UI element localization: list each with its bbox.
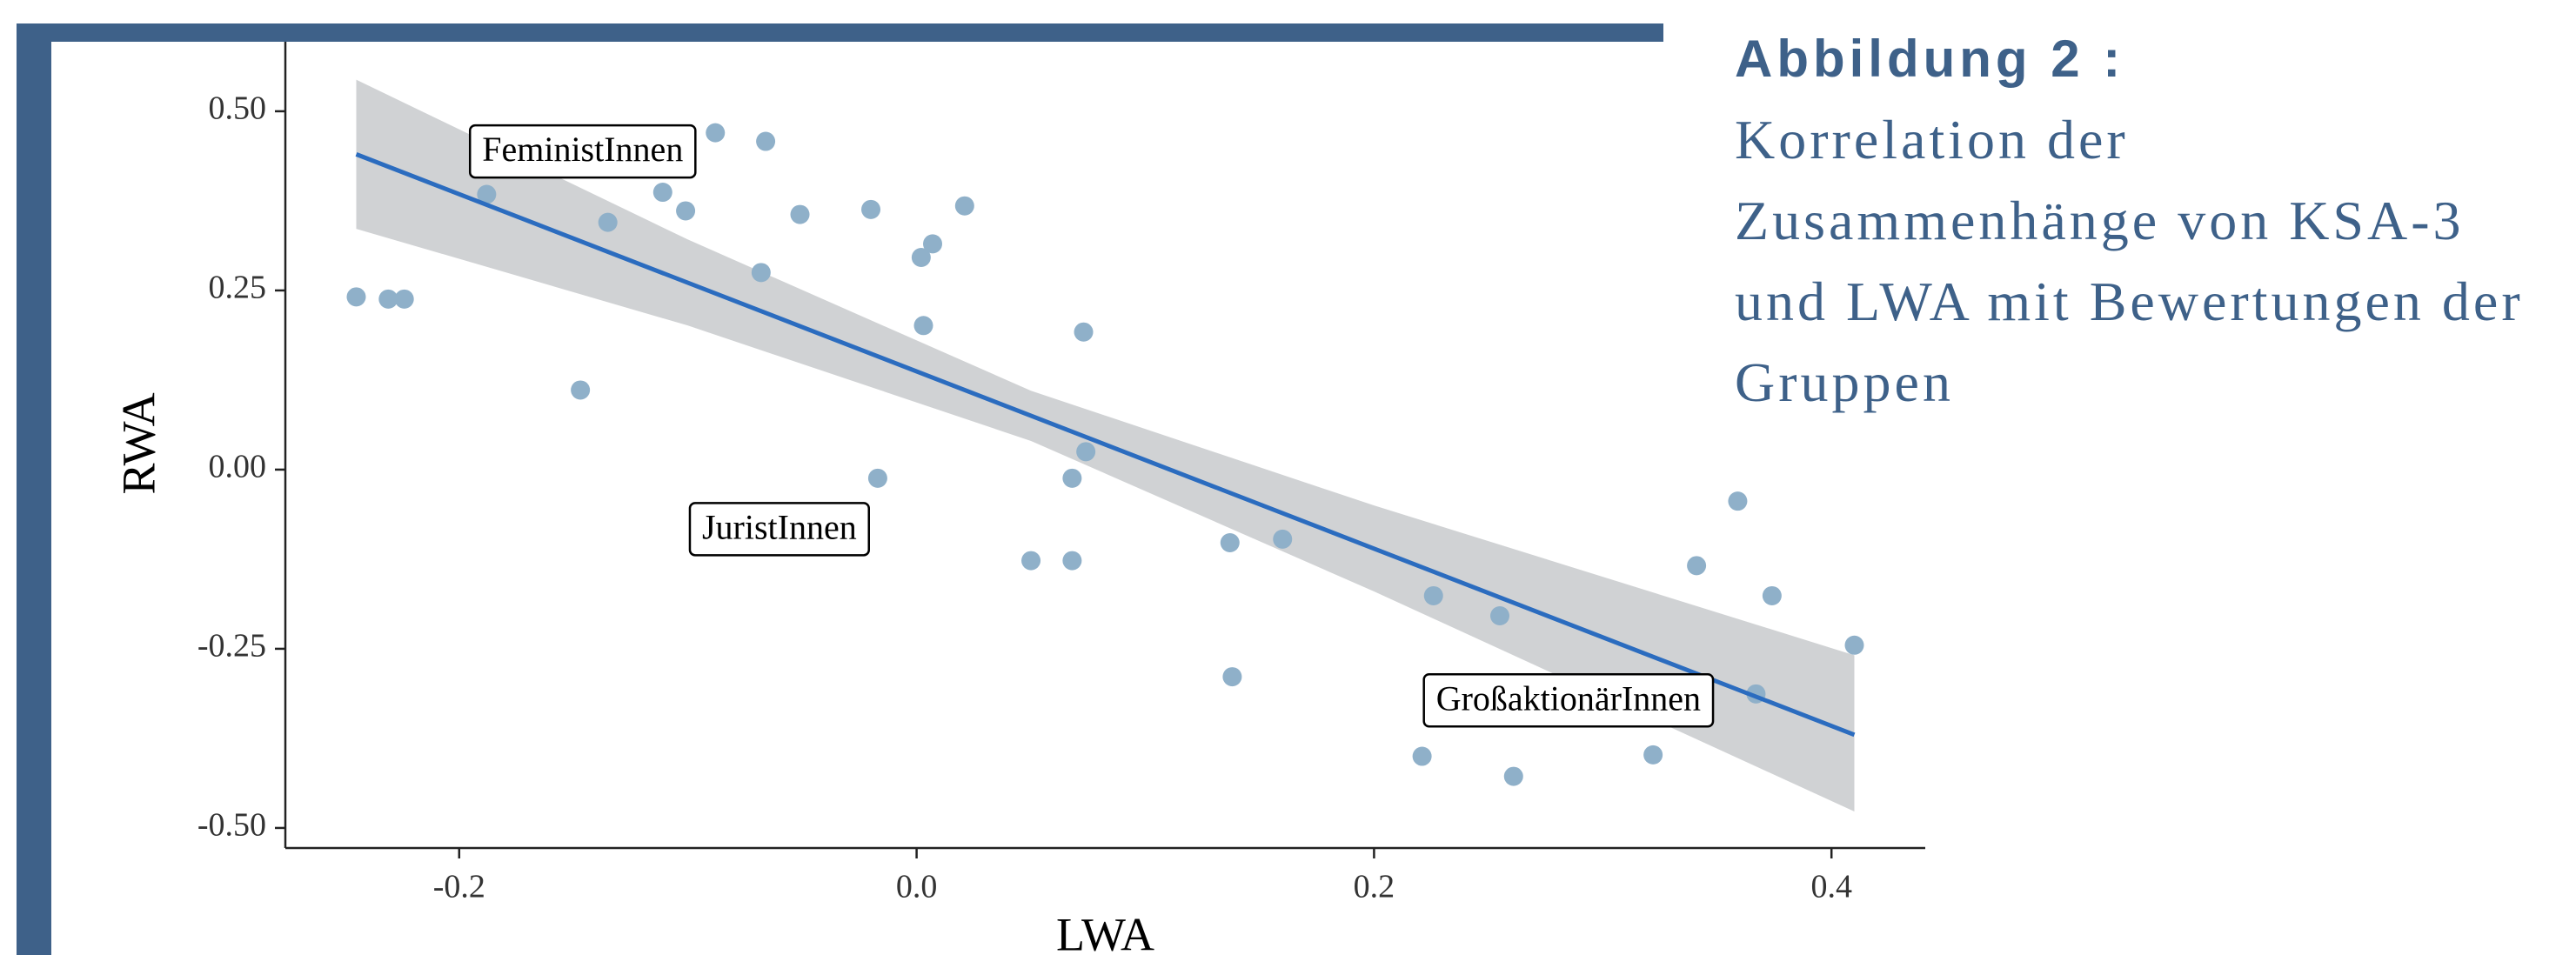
point	[751, 263, 771, 283]
point	[1220, 532, 1240, 552]
point	[954, 196, 974, 216]
x-tick-label: 0.4	[1810, 869, 1852, 905]
y-tick-label: 0.50	[209, 90, 267, 127]
point	[756, 131, 776, 151]
point	[706, 123, 726, 143]
point	[1062, 468, 1082, 488]
point	[911, 248, 931, 268]
point	[1762, 585, 1782, 605]
y-axis-label: RWA	[112, 392, 164, 494]
side-bar	[17, 23, 51, 955]
point	[1503, 766, 1523, 786]
point	[676, 201, 696, 221]
point	[861, 199, 881, 219]
annotation: JuristInnen	[702, 507, 857, 546]
point	[477, 184, 497, 204]
point	[1076, 442, 1096, 462]
y-tick-label: 0.00	[209, 449, 267, 485]
point	[652, 183, 672, 203]
point	[1490, 606, 1510, 626]
point	[1021, 551, 1041, 571]
caption-text: Korrelation der Zusammenhänge von KSA-3 …	[1735, 109, 2524, 413]
point	[1222, 667, 1242, 687]
point	[867, 468, 887, 488]
point	[1728, 491, 1748, 511]
point	[598, 212, 618, 232]
point	[913, 316, 933, 336]
point	[346, 287, 366, 307]
x-tick-label: 0.0	[896, 869, 938, 905]
point	[1643, 745, 1663, 765]
point	[1844, 635, 1864, 655]
point	[1273, 529, 1293, 549]
y-tick-label: -0.25	[197, 628, 266, 664]
point	[1062, 551, 1082, 571]
point	[923, 234, 943, 254]
x-tick-label: -0.2	[433, 869, 485, 905]
x-tick-label: 0.2	[1354, 869, 1395, 905]
caption: Abbildung 2 : Korrelation der Zusammenhä…	[1735, 19, 2561, 423]
fit-line	[355, 152, 1856, 738]
point	[378, 289, 398, 309]
annotation: GroßaktionärInnen	[1436, 678, 1701, 718]
point	[1687, 556, 1707, 576]
point	[790, 204, 810, 224]
point	[1412, 746, 1432, 766]
top-bar	[17, 23, 1663, 42]
point	[1074, 322, 1094, 342]
caption-title: Abbildung 2 :	[1735, 30, 2125, 88]
y-tick-label: -0.50	[197, 807, 266, 844]
annotation-box	[468, 124, 697, 179]
point	[571, 380, 591, 400]
point	[394, 289, 414, 309]
annotation-box	[688, 502, 870, 557]
x-axis-label: LWA	[1056, 908, 1154, 955]
annotation: FeministInnen	[482, 130, 683, 169]
y-tick-label: 0.25	[209, 270, 267, 306]
annotation-box	[1422, 673, 1715, 728]
point	[1423, 585, 1443, 605]
